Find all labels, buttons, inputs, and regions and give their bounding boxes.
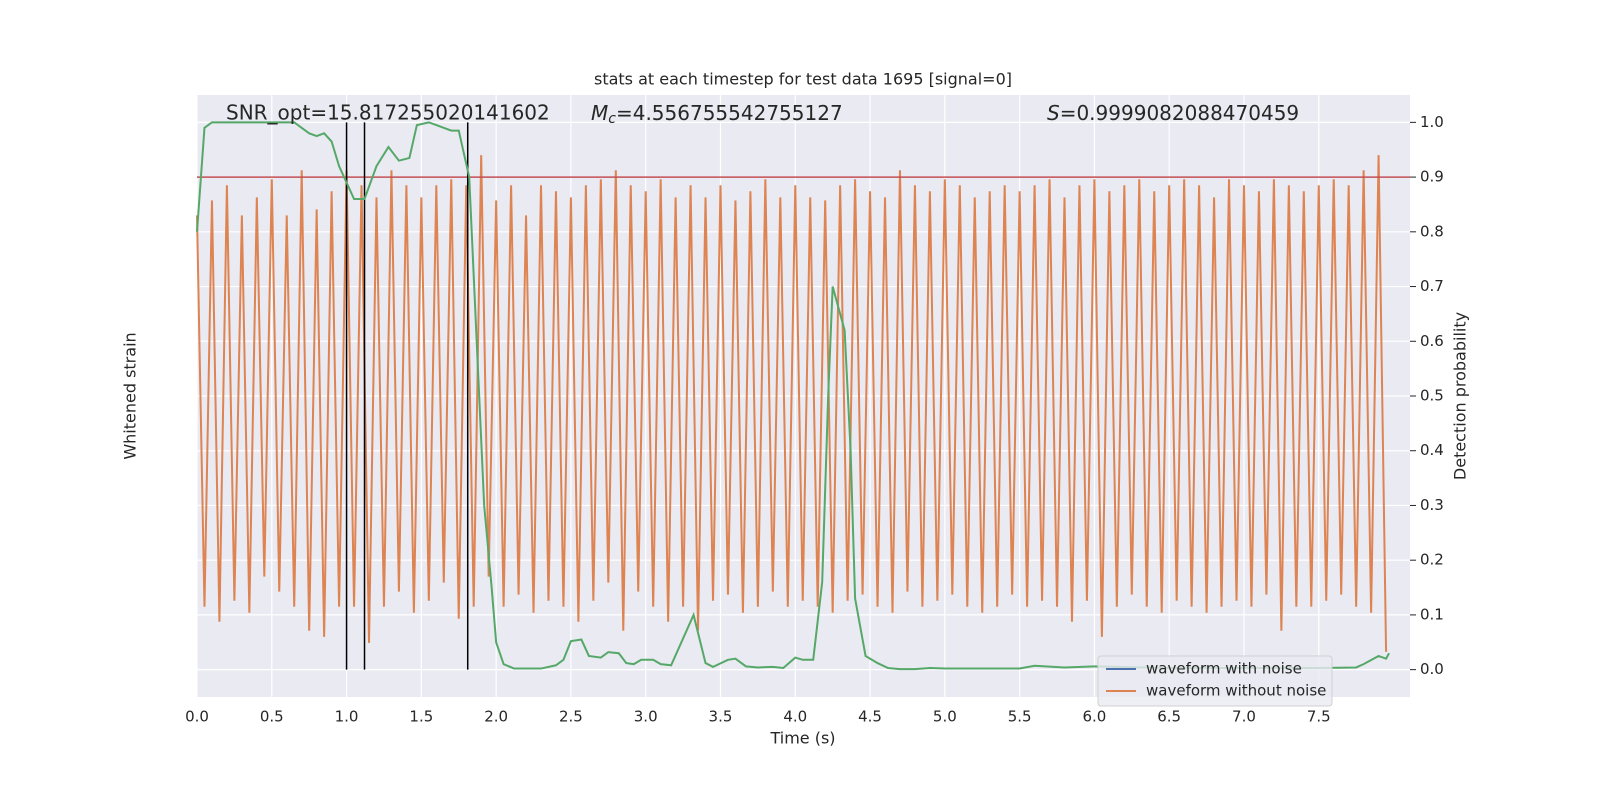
y2-tick-label: 0.2 [1420, 551, 1444, 569]
x-tick-label: 2.0 [484, 708, 508, 726]
annotation-text: =4.556755542755127 [616, 101, 843, 125]
x-tick-label: 1.0 [335, 708, 359, 726]
x-tick-label: 6.5 [1157, 708, 1181, 726]
y2-tick-label: 0.5 [1420, 387, 1444, 405]
y2-tick-label: 0.9 [1420, 168, 1444, 186]
legend-box [1097, 655, 1333, 707]
y2-tick-label: 0.4 [1420, 441, 1444, 459]
x-tick-label: 7.5 [1307, 708, 1331, 726]
annotation-symbol: S [1047, 101, 1060, 125]
y2-axis-label: Detection probability [1451, 312, 1470, 480]
x-tick-label: 5.0 [933, 708, 957, 726]
annotation-text: =0.9999082088470459 [1060, 101, 1299, 125]
x-tick-label: 0.5 [260, 708, 284, 726]
legend-label: waveform with noise [1146, 660, 1302, 678]
annotation: SNR_opt=15.817255020141602 [226, 101, 550, 125]
y2-tick-label: 0.0 [1420, 660, 1444, 678]
x-tick-label: 4.0 [783, 708, 807, 726]
annotation: S=0.9999082088470459 [1047, 101, 1299, 125]
y2-tick-label: 0.8 [1420, 222, 1444, 240]
annotation-symbol: M [591, 101, 608, 125]
x-tick-label: 7.0 [1232, 708, 1256, 726]
y2-tick-label: 0.3 [1420, 496, 1444, 514]
strain-line [196, 155, 1388, 652]
x-tick-label: 3.5 [709, 708, 733, 726]
y-axis-label: Whitened strain [121, 332, 140, 459]
chart-title: stats at each timestep for test data 169… [594, 70, 1012, 89]
x-tick-label: 2.5 [559, 708, 583, 726]
legend: waveform with noise waveform without nois… [1097, 655, 1333, 707]
x-axis-label: Time (s) [769, 729, 835, 748]
x-tick-label: 0.0 [185, 708, 209, 726]
x-tick-label: 4.5 [858, 708, 882, 726]
probability-line [196, 121, 1390, 671]
y2-tick-label: 1.0 [1420, 113, 1444, 131]
x-tick-label: 6.0 [1082, 708, 1106, 726]
x-tick-label: 5.5 [1008, 708, 1032, 726]
x-tick-label: 1.5 [409, 708, 433, 726]
annotation-subscript: c [608, 111, 616, 127]
annotation: Mc=4.556755542755127 [591, 101, 843, 128]
y2-tick-label: 0.7 [1420, 277, 1444, 295]
x-tick-label: 3.0 [634, 708, 658, 726]
legend-label: waveform without noise [1146, 682, 1326, 700]
y2-tick-label: 0.6 [1420, 332, 1444, 350]
y2-tick-label: 0.1 [1420, 605, 1444, 623]
